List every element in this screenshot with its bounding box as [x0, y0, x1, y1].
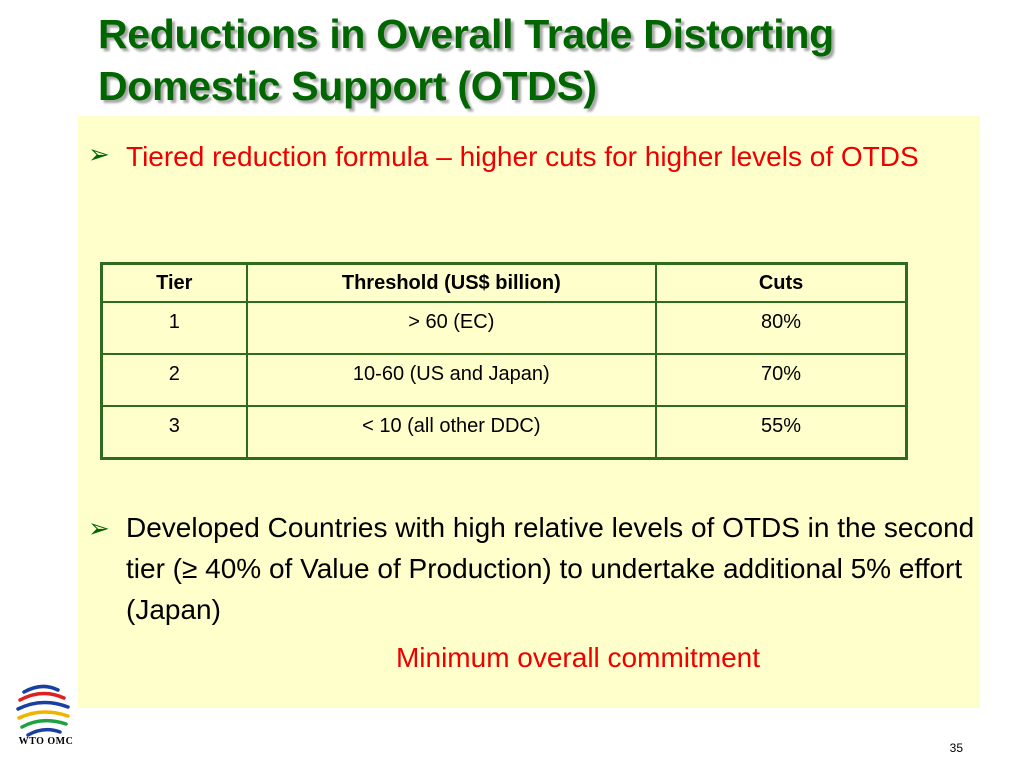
cell-threshold: < 10 (all other DDC)	[245, 405, 658, 460]
slide-title-line-1: Reductions in Overall Trade Distorting	[98, 11, 834, 57]
bullet-arrow-icon: ➢	[88, 140, 110, 170]
table-row: 1 > 60 (EC) 80%	[100, 301, 908, 355]
bullet-arrow-icon: ➢	[88, 514, 110, 544]
logo-text: WTO OMC	[18, 736, 74, 747]
cell-cuts: 55%	[655, 405, 908, 460]
minimum-commitment-note: Minimum overall commitment	[395, 642, 761, 673]
bullet-point-tiered-formula: Tiered reduction formula – higher cuts f…	[126, 141, 919, 172]
bullet-point-developed-countries: Developed Countries with high relative l…	[126, 512, 975, 625]
cell-threshold: > 60 (EC)	[245, 301, 658, 355]
cell-cuts: 80%	[655, 301, 908, 355]
cell-tier: 2	[100, 353, 248, 407]
cell-tier: 3	[100, 405, 248, 460]
table-header-row: Tier Threshold (US$ billion) Cuts	[100, 262, 908, 303]
header-tier: Tier	[100, 262, 248, 303]
header-cuts: Cuts	[655, 262, 908, 303]
slide-title: Reductions in Overall Trade Distorting D…	[98, 8, 998, 112]
wto-globe-logo-icon	[16, 684, 70, 737]
table-row: 3 < 10 (all other DDC) 55%	[100, 405, 908, 460]
cell-tier: 1	[100, 301, 248, 355]
header-threshold: Threshold (US$ billion)	[245, 262, 658, 303]
cell-cuts: 70%	[655, 353, 908, 407]
table-row: 2 10-60 (US and Japan) 70%	[100, 353, 908, 407]
cell-threshold: 10-60 (US and Japan)	[245, 353, 658, 407]
tier-reduction-table: Tier Threshold (US$ billion) Cuts 1 > 60…	[100, 262, 908, 460]
page-number: 35	[949, 741, 963, 755]
slide-title-line-2: Domestic Support (OTDS)	[98, 63, 597, 109]
